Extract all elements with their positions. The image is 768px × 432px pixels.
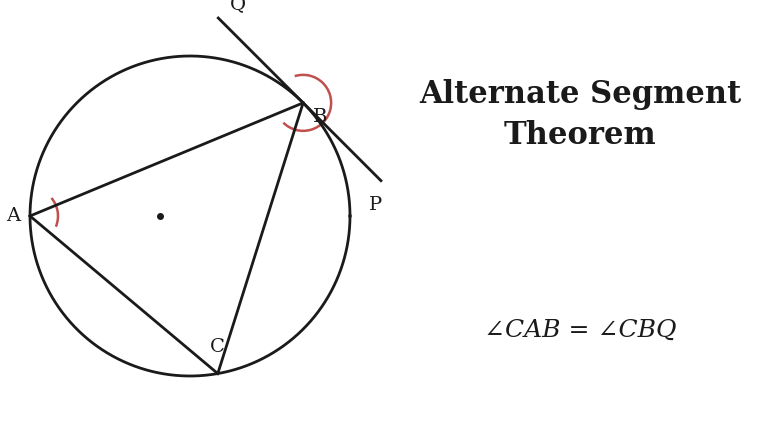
Text: Alternate Segment: Alternate Segment xyxy=(419,79,741,111)
Text: ∠CAB = ∠CBQ: ∠CAB = ∠CBQ xyxy=(484,318,677,342)
Text: Theorem: Theorem xyxy=(504,120,657,150)
Text: P: P xyxy=(369,196,382,214)
Text: A: A xyxy=(6,207,20,225)
Text: B: B xyxy=(313,108,327,126)
Text: C: C xyxy=(210,337,225,356)
Text: Q: Q xyxy=(230,0,247,13)
